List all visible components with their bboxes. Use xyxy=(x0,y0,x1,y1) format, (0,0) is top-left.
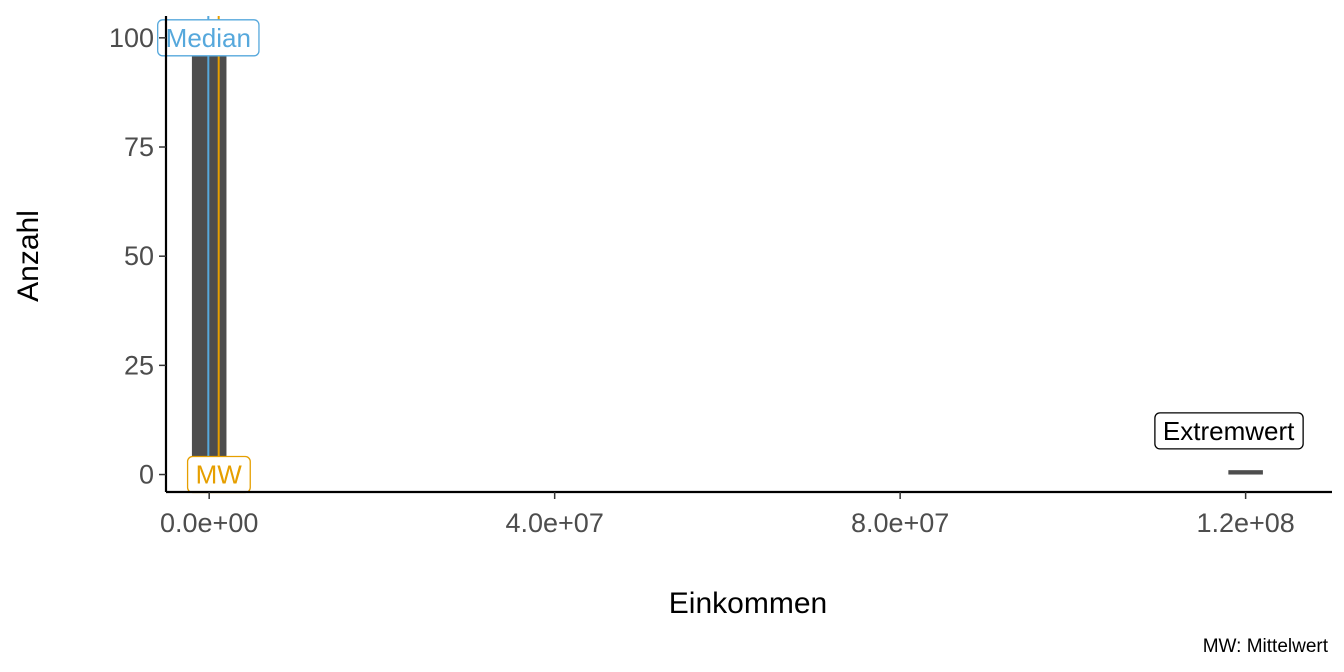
median-label-text: Median xyxy=(166,23,251,53)
mean-label-text: MW xyxy=(196,460,243,490)
mean-label: MW xyxy=(186,455,251,494)
histogram-bar-2 xyxy=(1228,470,1263,475)
bars-layer xyxy=(191,20,1263,475)
y-tick-label: 25 xyxy=(124,350,154,380)
outlier-label-box xyxy=(1154,412,1304,450)
y-ticks-layer: 0 25 50 75 100 xyxy=(109,23,166,490)
y-tick-label: 0 xyxy=(139,460,154,490)
y-tick-label: 50 xyxy=(124,241,154,271)
y-tick-label: 100 xyxy=(109,23,154,53)
reference-lines-layer xyxy=(207,16,220,475)
x-ticks-layer: 0.0e+00 4.0e+07 8.0e+07 1.2e+08 xyxy=(160,492,1295,538)
x-tick-label: 0.0e+00 xyxy=(160,508,258,538)
annotations-layer: Median MW Extremwert xyxy=(157,19,1304,494)
median-label: Median xyxy=(157,19,260,57)
y-axis-title: Anzahl xyxy=(12,210,45,302)
x-tick-label: 1.2e+08 xyxy=(1196,508,1294,538)
chart-caption: MW: Mittelwert xyxy=(1203,636,1329,657)
x-tick-label: 8.0e+07 xyxy=(851,508,949,538)
x-axis-title: Einkommen xyxy=(669,587,827,620)
median-label-box xyxy=(157,19,260,57)
x-tick-label: 4.0e+07 xyxy=(505,508,603,538)
y-tick-label: 75 xyxy=(124,132,154,162)
outlier-label: Extremwert xyxy=(1154,412,1304,450)
outlier-label-text: Extremwert xyxy=(1163,416,1295,446)
